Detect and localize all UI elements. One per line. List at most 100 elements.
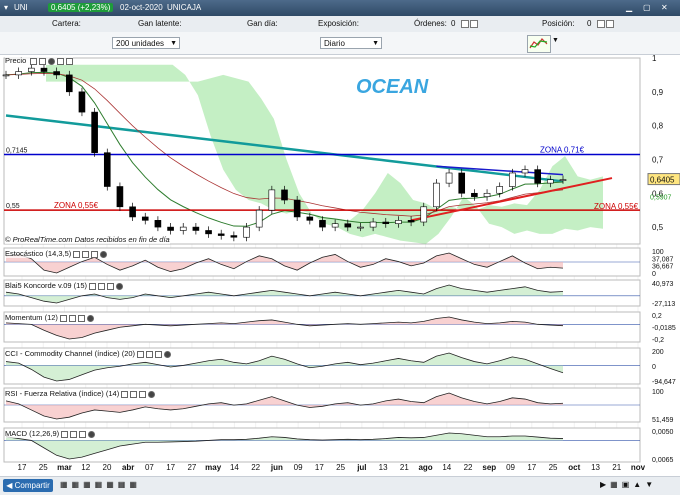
indicator-line	[5, 316, 564, 340]
ordenes-box-icon[interactable]	[461, 19, 469, 28]
indicator-label: CCI - Commodity Channel (índice) (20)	[5, 349, 172, 358]
window-icon[interactable]	[79, 430, 87, 438]
candle-body	[40, 67, 48, 72]
indicator-area	[6, 393, 563, 419]
posicion-settings-icon[interactable]	[606, 19, 614, 28]
candle-body	[15, 71, 22, 76]
posicion-box-icon[interactable]	[597, 19, 605, 28]
window-icon[interactable]	[66, 57, 74, 65]
window-icon[interactable]	[146, 350, 154, 358]
indicator-line	[5, 284, 564, 304]
close-icon[interactable]	[164, 350, 172, 358]
maximize-icon[interactable]: ▢	[643, 3, 651, 12]
share-button[interactable]: ◀ Compartir	[3, 479, 53, 492]
window-icon[interactable]	[91, 250, 99, 258]
indicator-label: MACD (12,26,9)	[5, 429, 96, 438]
window-icon[interactable]	[107, 282, 114, 290]
ordenes-settings-icon[interactable]	[470, 19, 478, 28]
wrench-icon[interactable]	[73, 250, 81, 258]
candle-body	[281, 189, 288, 201]
candle-body	[230, 235, 238, 238]
close-icon[interactable]	[116, 282, 123, 290]
x-tick-label: 25	[39, 463, 48, 472]
window-icon[interactable]	[82, 250, 90, 258]
indicator-readout: 0	[652, 364, 656, 371]
indicator-line	[5, 392, 564, 420]
source-note: © ProRealTime.com Datos recibidos en fin…	[5, 235, 170, 244]
wrench-icon[interactable]	[61, 430, 69, 438]
window-icon[interactable]	[77, 314, 85, 322]
level-zone-label: ZONA 0,55€	[594, 202, 639, 211]
units-select[interactable]: 200 unidades ▼	[112, 37, 180, 49]
candle-body	[255, 209, 263, 228]
candle-body	[395, 220, 402, 225]
x-tick-label: sep	[482, 463, 496, 472]
close-icon[interactable]	[88, 430, 96, 438]
period-select[interactable]: Diario ▼	[320, 37, 382, 49]
x-tick-label: 21	[400, 463, 409, 472]
exposicion-label: Exposición:	[318, 19, 359, 28]
candle-body	[509, 172, 516, 187]
menu-icon[interactable]: ▾	[4, 3, 9, 12]
candle-body	[357, 226, 364, 229]
minimize-icon[interactable]: ▁	[626, 3, 633, 12]
window-icon[interactable]	[130, 390, 138, 398]
candle-body	[192, 226, 200, 231]
y-tick-label: 0,7	[652, 155, 664, 164]
x-tick-label: may	[205, 463, 222, 472]
x-tick-label: ago	[418, 463, 432, 472]
candle-body	[369, 221, 377, 228]
x-tick-label: 12	[81, 463, 90, 472]
gan-latente-label: Gan latente:	[138, 19, 182, 28]
window-icon[interactable]	[39, 57, 47, 65]
title-bar: ▾ UNI 0,6405 (+2,23%) 02-oct-2020 UNICAJ…	[0, 0, 680, 16]
window-icon[interactable]	[68, 314, 76, 322]
close-icon[interactable]	[100, 250, 108, 258]
indicator-readout: 37,087	[652, 256, 674, 263]
cartera-label: Cartera:	[52, 19, 81, 28]
chart-area[interactable]: 1 0,9 0,8 0,7 0,6 0,5 0,7145 ZONA 0,71€ 0,55 ZONA…	[0, 54, 680, 494]
x-tick-label: jun	[270, 463, 283, 472]
close-icon[interactable]: ✕	[661, 3, 668, 12]
indicator-readout: 100	[652, 389, 664, 396]
tool-chevron-icon[interactable]: ▼	[552, 37, 559, 44]
indicator-name: Estocástico (14,3,5)	[5, 249, 72, 258]
candle-body	[547, 179, 554, 184]
close-icon[interactable]	[48, 57, 56, 65]
indicator-tool-button[interactable]	[527, 35, 551, 53]
resistance-trendline	[436, 165, 564, 176]
chevron-down-icon: ▼	[170, 40, 177, 47]
drawing-tools[interactable]: ▦▦▦▦▦▦▦	[60, 480, 141, 489]
level-zone-label: ZONA 0,55€	[54, 201, 99, 210]
y-tick-label: 0,6	[652, 189, 664, 198]
window-icon[interactable]	[155, 350, 163, 358]
candle-body	[433, 182, 440, 208]
instrument-symbol[interactable]: UNI	[14, 3, 28, 12]
wrench-icon[interactable]	[59, 314, 67, 322]
window-icon[interactable]	[98, 282, 105, 290]
wrench-icon[interactable]	[121, 390, 129, 398]
watermark-text: OCEAN	[356, 76, 429, 98]
settings-icon[interactable]	[57, 57, 65, 65]
candle-body	[205, 230, 212, 235]
indicator-readout: 0,0065	[652, 457, 674, 464]
candle-body	[268, 189, 276, 211]
x-tick-label: 07	[145, 463, 154, 472]
quote-date: 02-oct-2020	[120, 3, 163, 12]
wrench-icon[interactable]	[137, 350, 145, 358]
price-title: Precio	[5, 56, 27, 65]
wrench-icon[interactable]	[30, 57, 38, 65]
x-tick-label: 17	[166, 463, 175, 472]
indicator-readout: -0,2	[652, 337, 664, 344]
indicator-name: MACD (12,26,9)	[5, 429, 60, 438]
x-tick-label: 14	[442, 463, 451, 472]
candle-body	[382, 221, 390, 225]
close-icon[interactable]	[86, 314, 94, 322]
candle-body	[28, 67, 35, 72]
candle-body	[78, 91, 86, 113]
zoom-tools[interactable]: ▶▦▣▲▼	[600, 480, 658, 489]
window-icon[interactable]	[70, 430, 78, 438]
wrench-icon[interactable]	[89, 282, 96, 290]
window-icon[interactable]	[139, 390, 147, 398]
close-icon[interactable]	[148, 390, 156, 398]
